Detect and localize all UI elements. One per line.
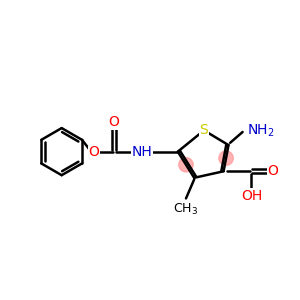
Text: O: O: [88, 145, 99, 159]
Text: O: O: [109, 115, 119, 129]
Text: CH$_3$: CH$_3$: [173, 202, 199, 218]
Text: O: O: [267, 164, 278, 178]
Text: S: S: [200, 123, 208, 137]
Circle shape: [219, 151, 233, 165]
Text: NH: NH: [131, 145, 152, 159]
Circle shape: [179, 158, 193, 172]
Text: NH$_2$: NH$_2$: [247, 122, 274, 139]
Text: OH: OH: [241, 189, 262, 203]
